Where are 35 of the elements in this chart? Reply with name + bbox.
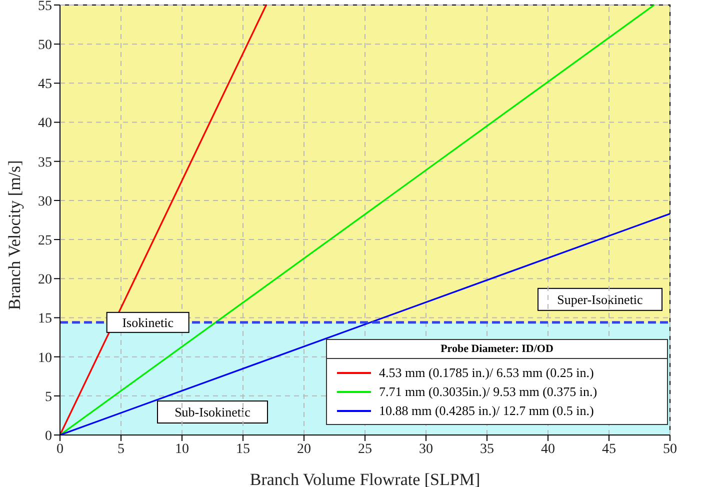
legend-label: 10.88 mm (0.4285 in.)/ 12.7 mm (0.5 in.) bbox=[379, 402, 594, 418]
y-tick-label: 5 bbox=[45, 390, 52, 405]
x-tick-label: 45 bbox=[602, 442, 616, 457]
y-tick-label: 45 bbox=[38, 77, 52, 92]
x-tick-label: 5 bbox=[118, 442, 124, 457]
y-tick-label: 15 bbox=[38, 312, 52, 327]
x-tick-label: 40 bbox=[541, 442, 555, 457]
y-tick-label: 35 bbox=[38, 155, 52, 170]
y-tick-label: 30 bbox=[38, 194, 52, 210]
x-tick-label: 15 bbox=[236, 442, 250, 457]
legend-title: Probe Diameter: ID/OD bbox=[440, 342, 554, 357]
y-tick-label: 40 bbox=[38, 116, 52, 132]
y-tick-label: 55 bbox=[38, 0, 52, 14]
y-tick-label: 0 bbox=[45, 428, 52, 444]
text-box: Isokinetic bbox=[106, 312, 190, 333]
y-tick-label: 25 bbox=[38, 234, 52, 249]
y-axis-title: Branch Velocity [m/s] bbox=[5, 160, 24, 310]
band-label: Super-Isokinetic bbox=[557, 292, 644, 307]
x-tick-label: 0 bbox=[56, 442, 64, 457]
band-label: Sub-Isokinetic bbox=[174, 404, 251, 420]
x-tick-label: 30 bbox=[419, 442, 433, 457]
x-tick-label: 10 bbox=[175, 442, 189, 457]
legend-label: 4.53 mm (0.1785 in.)/ 6.53 mm (0.25 in.) bbox=[379, 364, 594, 380]
y-tick-label: 20 bbox=[38, 272, 52, 288]
annotation: Isokinetic bbox=[122, 314, 174, 330]
y-tick-label: 10 bbox=[38, 350, 52, 366]
x-axis-title: Branch Volume Flowrate [SLPM] bbox=[250, 470, 480, 487]
x-tick-label: 20 bbox=[297, 442, 311, 457]
x-tick-label: 35 bbox=[480, 442, 494, 457]
x-tick-label: 25 bbox=[358, 442, 372, 457]
text-box: Super-Isokinetic bbox=[538, 288, 662, 311]
text-box: Sub-Isokinetic bbox=[157, 400, 268, 424]
x-tick-label: 50 bbox=[663, 442, 677, 457]
legend-label: 7.71 mm (0.3035in.)/ 9.53 mm (0.375 in.) bbox=[379, 384, 598, 400]
y-tick-label: 50 bbox=[38, 38, 52, 54]
